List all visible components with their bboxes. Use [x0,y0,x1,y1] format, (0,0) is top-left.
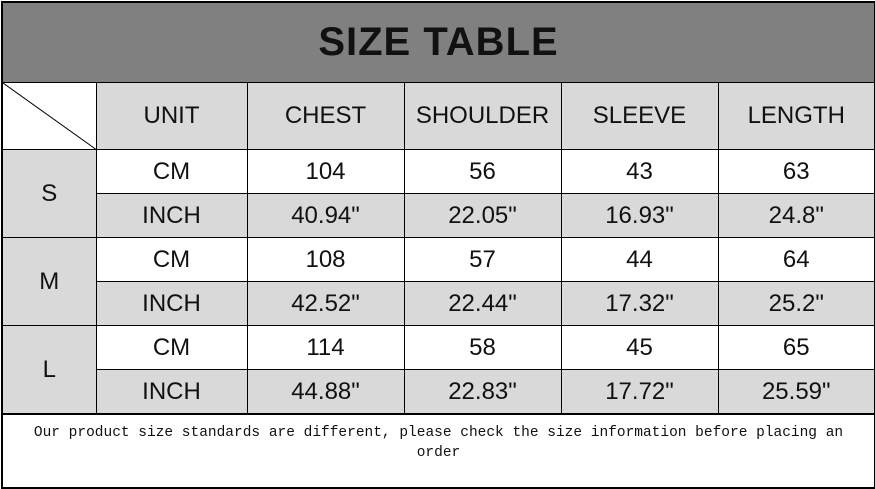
value-cell: 22.05" [403,193,562,238]
table-row: INCH 44.88" 22.83" 17.72" 25.59" [3,369,874,414]
header-sleeve: SLEEVE [560,83,719,150]
unit-cell: CM [95,325,248,370]
table-row: INCH 42.52" 22.44" 17.32" 25.2" [3,281,874,326]
corner-cell [3,83,97,150]
value-cell: 22.44" [403,281,562,326]
unit-cell: CM [95,237,248,282]
value-cell: 44 [560,237,719,282]
table-title: SIZE TABLE [3,3,874,83]
table-row: L CM 114 58 45 65 [3,325,874,414]
unit-cell: INCH [96,281,248,326]
value-cell: 56 [403,149,562,194]
table-row: S CM 104 56 43 63 [3,149,874,238]
table-row: INCH 40.94" 22.05" 16.93" 24.8" [3,193,874,238]
value-cell: 64 [717,237,874,282]
header-unit: UNIT [95,83,248,150]
header-length: LENGTH [717,83,874,150]
size-note: Our product size standards are different… [3,414,874,484]
value-cell: 44.88" [246,369,405,414]
header-shoulder: SHOULDER [403,83,562,150]
value-cell: 24.8" [717,193,874,238]
table-row: M CM 108 57 44 64 [3,237,874,326]
value-cell: 25.2" [717,281,874,326]
unit-cell: INCH [96,369,248,414]
value-cell: 108 [246,237,405,282]
value-cell: 42.52" [246,281,405,326]
value-cell: 16.93" [560,193,719,238]
value-cell: 114 [246,325,405,370]
value-cell: 40.94" [246,193,405,238]
diagonal-line-icon [3,83,96,149]
value-cell: 17.32" [560,281,719,326]
value-cell: 57 [403,237,562,282]
value-cell: 17.72" [560,369,719,414]
value-cell: 65 [717,325,874,370]
header-chest: CHEST [246,83,405,150]
size-label: M [3,237,97,326]
size-table: UNIT CHEST SHOULDER SLEEVE LENGTH S CM 104… [3,83,874,414]
header-row: UNIT CHEST SHOULDER SLEEVE LENGTH [3,83,874,150]
value-cell: 63 [717,149,874,194]
unit-cell: INCH [96,193,248,238]
value-cell: 104 [246,149,405,194]
value-cell: 43 [560,149,719,194]
value-cell: 22.83" [403,369,562,414]
value-cell: 58 [403,325,562,370]
size-label: L [3,325,97,414]
size-label: S [3,149,97,238]
value-cell: 25.59" [717,369,874,414]
unit-cell: CM [95,149,248,194]
value-cell: 45 [560,325,719,370]
